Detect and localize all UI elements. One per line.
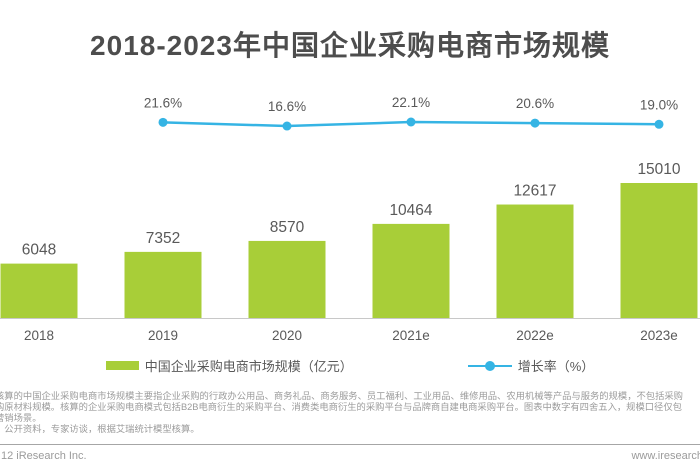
x-axis-label-2019: 2019 xyxy=(148,328,178,343)
bar-2018 xyxy=(0,263,78,318)
growth-rate-point-2020 xyxy=(282,121,292,131)
legend-item-market-size: 中国企业采购电商市场规模（亿元） xyxy=(105,356,353,375)
bar-2019 xyxy=(124,251,202,318)
footnote-line-4: ：公开资料，专家访谈，根据艾瑞统计模型核算。 xyxy=(0,423,200,434)
x-axis-label-2018: 2018 xyxy=(24,328,54,343)
growth-rate-label-2019: 21.6% xyxy=(144,95,182,110)
chart-legend: 中国企业采购电商市场规模（亿元） 增长率（%） xyxy=(0,356,700,375)
growth-rate-label-2023e: 19.0% xyxy=(640,97,678,112)
legend-label-market-size: 中国企业采购电商市场规模（亿元） xyxy=(144,359,353,374)
bar-2021e xyxy=(372,223,450,318)
growth-rate-point-2019 xyxy=(158,117,168,127)
bar-value-label-2023e: 15010 xyxy=(637,161,680,178)
x-axis-label-2020: 2020 xyxy=(272,328,302,343)
growth-rate-label-2022e: 20.6% xyxy=(516,96,554,111)
legend-item-growth-rate: 增长率（%） xyxy=(467,356,595,375)
chart-title: 2018-2023年中国企业采购电商市场规模 xyxy=(90,30,610,61)
bar-value-label-2021e: 10464 xyxy=(389,202,432,219)
bar-value-label-2022e: 12617 xyxy=(513,183,556,200)
growth-rate-label-2020: 16.6% xyxy=(268,99,306,114)
footnote-line-3: 营销场景。 xyxy=(0,412,42,423)
footnote-line-2: 购原材料规模。核算的企业采购电商模式包括B2B电商衍生的采购平台、消费类电商衍生… xyxy=(0,401,682,412)
website-text: www.iresearch xyxy=(631,450,700,462)
bar-2023e xyxy=(620,183,698,318)
bar-value-label-2018: 6048 xyxy=(22,242,56,259)
bar-value-label-2019: 7352 xyxy=(146,230,180,247)
legend-label-growth-rate: 增长率（%） xyxy=(517,359,595,374)
combo-chart: 6048 2018 7352 2019 8570 2020 10464 2021e 12617 2… xyxy=(0,95,700,343)
growth-rate-label-2021e: 22.1% xyxy=(392,95,430,110)
line-series-swatch-icon xyxy=(467,360,512,371)
x-axis-label-2021e: 2021e xyxy=(392,328,430,343)
bar-value-label-2020: 8570 xyxy=(270,219,305,236)
footer-divider xyxy=(0,444,700,445)
copyright-text: 12 iResearch Inc. xyxy=(1,450,87,462)
growth-rate-point-2022e xyxy=(530,118,540,128)
bar-2022e xyxy=(496,204,574,318)
bar-2020 xyxy=(248,240,326,318)
growth-rate-point-2023e xyxy=(654,119,664,129)
footnote-line-1: 核算的中国企业采购电商市场规模主要指企业采购的行政办公用品、商务礼品、商务服务、… xyxy=(0,391,683,401)
x-axis-label-2022e: 2022e xyxy=(516,328,554,343)
bar-series-swatch-icon xyxy=(105,361,139,370)
footnote-block: 核算的中国企业采购电商市场规模主要指企业采购的行政办公用品、商务礼品、商务服务、… xyxy=(0,391,700,435)
x-axis-label-2023e: 2023e xyxy=(640,328,678,343)
growth-rate-point-2021e xyxy=(406,117,416,127)
